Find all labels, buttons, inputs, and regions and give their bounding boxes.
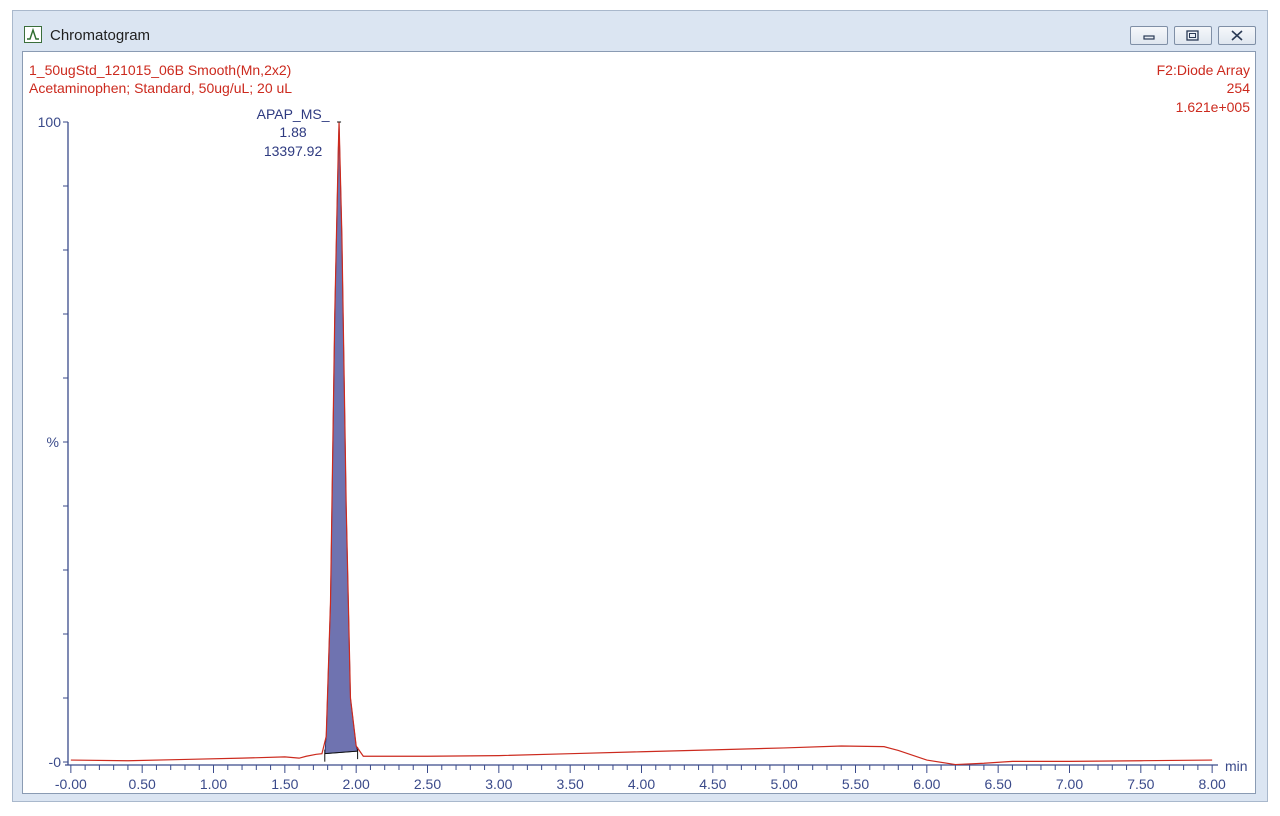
x-tick-label: 1.00 [200, 776, 227, 792]
x-tick-label: 4.00 [628, 776, 655, 792]
x-tick-label: 2.50 [414, 776, 441, 792]
chromatogram-trace [70, 121, 1213, 766]
x-tick-label: 5.00 [771, 776, 798, 792]
x-tick-label: -0.00 [55, 776, 87, 792]
x-tick-label: 4.50 [699, 776, 726, 792]
minimize-icon [1143, 35, 1155, 40]
window-title: Chromatogram [50, 27, 151, 44]
x-tick-label: 6.00 [913, 776, 940, 792]
header-sample-line: 1_50ugStd_121015_06B Smooth(Mn,2x2) [29, 62, 291, 78]
restore-icon [1186, 30, 1199, 41]
minimize-button[interactable] [1130, 26, 1168, 45]
x-tick-label: 3.00 [485, 776, 512, 792]
chromatogram-chart: 1_50ugStd_121015_06B Smooth(Mn,2x2) Acet… [29, 62, 1251, 792]
header-detector-line: F2:Diode Array [1157, 62, 1250, 78]
x-tick-label: 3.50 [557, 776, 584, 792]
x-tick-label: 8.00 [1199, 776, 1226, 792]
x-tick-label: 0.50 [129, 776, 156, 792]
plot-area[interactable]: 1_50ugStd_121015_06B Smooth(Mn,2x2) Acet… [22, 51, 1256, 794]
title-bar[interactable]: Chromatogram [13, 11, 1267, 49]
x-tick-label: 5.50 [842, 776, 869, 792]
chromatogram-window: Chromatogram 1_50ugStd_121015_06B Smooth… [12, 10, 1268, 802]
peak-name-label: APAP_MS_ [257, 106, 330, 122]
header-wavelength-line: 254 [1227, 80, 1251, 96]
peak-baseline [324, 750, 358, 755]
x-tick-label: 2.00 [343, 776, 370, 792]
close-button[interactable] [1218, 26, 1256, 45]
header-intensity-line: 1.621e+005 [1176, 99, 1251, 115]
x-tick-label: 6.50 [985, 776, 1012, 792]
y-axis-label: % [47, 434, 59, 450]
y-tick-label: -0 [49, 754, 62, 770]
x-tick-label: 1.50 [271, 776, 298, 792]
close-icon [1231, 30, 1243, 41]
x-tick-label: 7.00 [1056, 776, 1083, 792]
x-tick-label: 7.50 [1127, 776, 1154, 792]
restore-button[interactable] [1174, 26, 1212, 45]
y-tick-label: 100 [38, 114, 62, 130]
peak-area-label: 13397.92 [264, 143, 323, 159]
peak-retention-time-label: 1.88 [279, 124, 306, 140]
x-axis-label: min [1225, 758, 1248, 774]
header-description-line: Acetaminophen; Standard, 50ug/uL; 20 uL [29, 80, 292, 96]
chromatogram-peak-icon [24, 26, 42, 43]
